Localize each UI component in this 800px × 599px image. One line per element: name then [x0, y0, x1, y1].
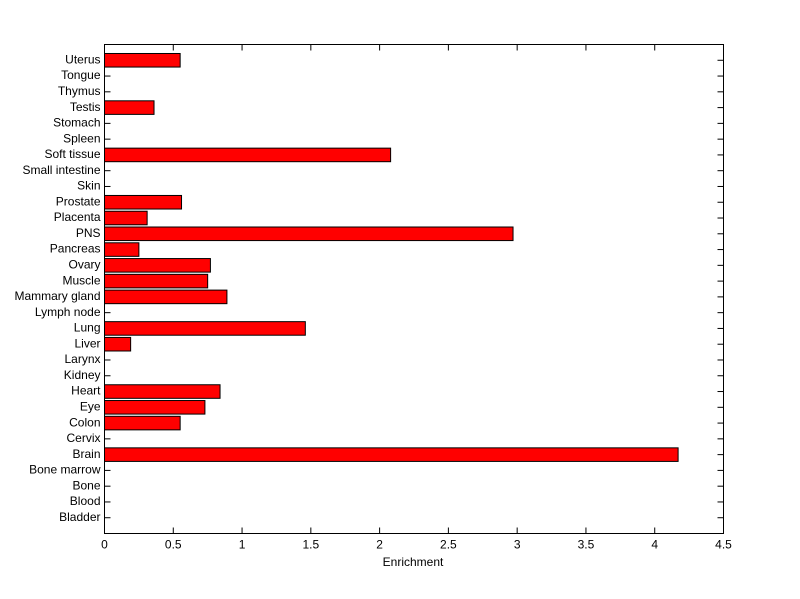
- y-tick-label: Soft tissue: [44, 147, 100, 161]
- bar: [104, 273, 209, 289]
- y-tick-label: Placenta: [54, 210, 101, 224]
- y-tick-label: Larynx: [64, 352, 100, 366]
- y-tick-label: Uterus: [65, 52, 100, 66]
- bar: [104, 242, 140, 257]
- y-tick-label: Heart: [71, 384, 101, 398]
- y-tick-label: Cervix: [66, 431, 100, 445]
- y-tick-label: Stomach: [53, 116, 100, 130]
- bar: [104, 258, 211, 273]
- y-tick-label: Lung: [74, 321, 101, 335]
- y-tick-label: Pancreas: [50, 242, 101, 256]
- bar: [104, 447, 679, 462]
- bar: [104, 52, 181, 68]
- x-tick-label: 1: [239, 538, 246, 552]
- y-tick-label: Mammary gland: [14, 289, 100, 303]
- y-tick-label: Testis: [70, 100, 101, 114]
- x-tick-label: 2.5: [440, 538, 457, 552]
- y-tick-label: Skin: [77, 179, 100, 193]
- y-tick-label: Liver: [74, 336, 100, 350]
- y-tick-label: Small intestine: [22, 163, 100, 177]
- x-tick-label: 1.5: [302, 538, 319, 552]
- bar: [104, 210, 148, 226]
- bar: [104, 415, 181, 431]
- y-tick-label: PNS: [76, 226, 101, 240]
- bar: [104, 384, 221, 399]
- y-tick-label: Ovary: [68, 258, 100, 272]
- y-tick-label: Tongue: [61, 68, 101, 82]
- bar: [104, 336, 132, 352]
- x-tick-label: 3: [514, 538, 521, 552]
- x-tick-label: 0: [101, 538, 108, 552]
- bar: [104, 400, 206, 415]
- y-tick-label: Bladder: [59, 510, 100, 524]
- y-tick-label: Kidney: [64, 368, 101, 382]
- y-tick-label: Thymus: [58, 84, 101, 98]
- bar: [104, 321, 306, 336]
- y-tick-label: Bone marrow: [29, 463, 101, 477]
- bar: [104, 147, 392, 163]
- bar: [104, 194, 183, 210]
- y-tick-label: Blood: [70, 494, 101, 508]
- x-tick-label: 4.5: [715, 538, 732, 552]
- x-tick-label: 0.5: [165, 538, 182, 552]
- x-tick-label: 3.5: [578, 538, 595, 552]
- y-tick-label: Prostate: [56, 194, 101, 208]
- y-tick-label: Bone: [72, 478, 100, 492]
- x-axis-label: Enrichment: [383, 555, 444, 569]
- bar: [104, 289, 228, 305]
- y-tick-label: Spleen: [63, 131, 100, 145]
- y-tick-label: Muscle: [62, 273, 100, 287]
- y-tick-label: Brain: [72, 447, 100, 461]
- bar: [104, 226, 514, 242]
- x-tick-label: 2: [376, 538, 383, 552]
- y-tick-label: Lymph node: [35, 305, 101, 319]
- bar: [104, 100, 155, 115]
- y-tick-label: Eye: [80, 399, 101, 413]
- x-tick-label: 4: [651, 538, 658, 552]
- y-tick-label: Colon: [69, 415, 100, 429]
